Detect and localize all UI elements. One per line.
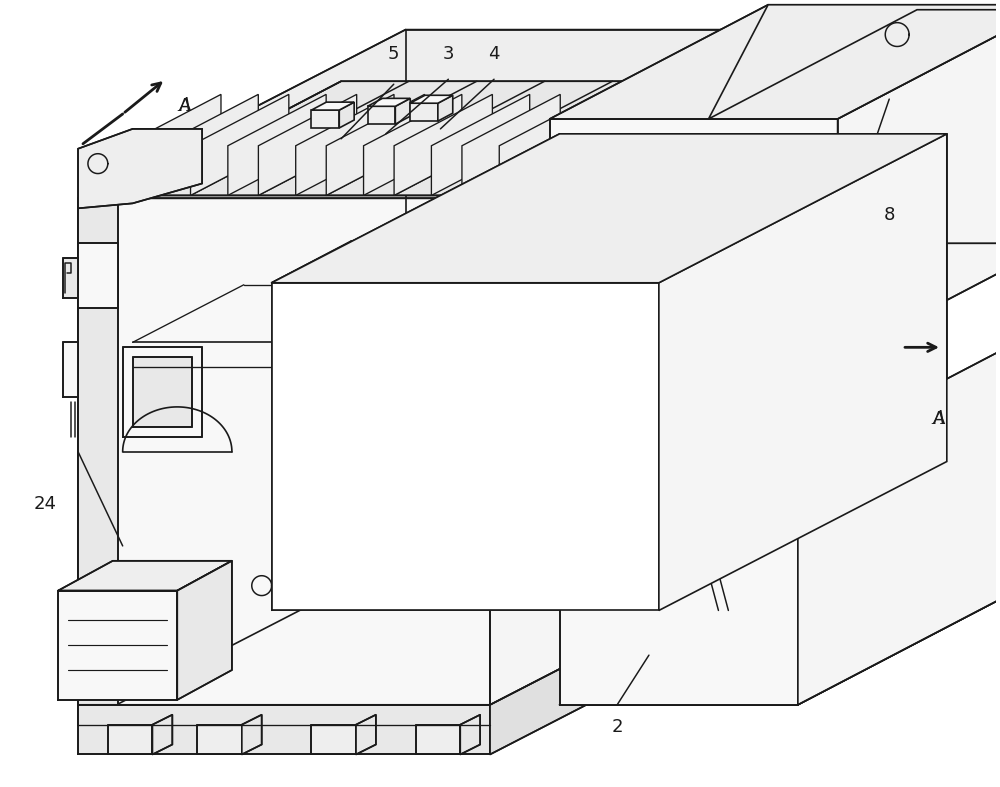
Polygon shape (438, 95, 453, 121)
Polygon shape (78, 243, 118, 308)
Polygon shape (177, 561, 232, 700)
Text: A: A (932, 409, 945, 427)
Polygon shape (709, 5, 1000, 119)
Text: 8: 8 (884, 206, 895, 224)
Polygon shape (560, 456, 798, 705)
Polygon shape (123, 94, 221, 195)
Text: 5: 5 (388, 45, 400, 63)
Polygon shape (311, 725, 356, 755)
Text: A: A (179, 97, 191, 115)
Polygon shape (311, 110, 339, 128)
Polygon shape (410, 103, 438, 121)
Polygon shape (63, 342, 78, 397)
Polygon shape (499, 94, 598, 195)
Polygon shape (395, 98, 410, 124)
Polygon shape (311, 102, 354, 110)
Polygon shape (272, 283, 659, 611)
Polygon shape (78, 198, 490, 725)
Polygon shape (356, 715, 376, 755)
Polygon shape (133, 357, 192, 427)
Text: 4: 4 (488, 45, 500, 63)
Polygon shape (191, 94, 289, 195)
Polygon shape (368, 106, 395, 124)
Polygon shape (326, 94, 425, 195)
Polygon shape (462, 94, 560, 195)
Polygon shape (258, 94, 357, 195)
Polygon shape (818, 139, 927, 164)
Polygon shape (78, 705, 490, 755)
Polygon shape (78, 129, 202, 209)
Polygon shape (339, 102, 354, 128)
Polygon shape (160, 94, 258, 195)
Polygon shape (416, 725, 460, 755)
Polygon shape (490, 536, 818, 755)
Polygon shape (63, 258, 78, 297)
Polygon shape (431, 94, 530, 195)
Polygon shape (58, 590, 177, 700)
Polygon shape (589, 168, 798, 297)
Text: 3: 3 (443, 45, 454, 63)
Polygon shape (550, 5, 1000, 119)
Text: 24: 24 (34, 496, 57, 513)
Polygon shape (272, 134, 947, 283)
Polygon shape (460, 715, 480, 755)
Polygon shape (197, 725, 242, 755)
Polygon shape (123, 347, 202, 437)
Polygon shape (560, 586, 1000, 705)
Polygon shape (550, 119, 838, 357)
Polygon shape (838, 5, 1000, 357)
Polygon shape (490, 30, 818, 725)
Polygon shape (818, 164, 882, 253)
Polygon shape (368, 98, 410, 106)
Polygon shape (152, 715, 172, 755)
Polygon shape (296, 94, 394, 195)
Polygon shape (242, 715, 262, 755)
Polygon shape (228, 94, 326, 195)
Polygon shape (58, 561, 232, 590)
Polygon shape (78, 198, 118, 725)
Polygon shape (659, 134, 947, 611)
Polygon shape (394, 94, 492, 195)
Polygon shape (410, 95, 453, 103)
Polygon shape (798, 338, 1000, 705)
Text: A: A (933, 409, 945, 427)
Polygon shape (108, 725, 152, 755)
Text: A: A (179, 97, 192, 115)
Text: 2: 2 (611, 719, 623, 736)
Polygon shape (123, 81, 748, 195)
Polygon shape (364, 94, 462, 195)
Polygon shape (78, 30, 818, 198)
Polygon shape (882, 139, 927, 253)
